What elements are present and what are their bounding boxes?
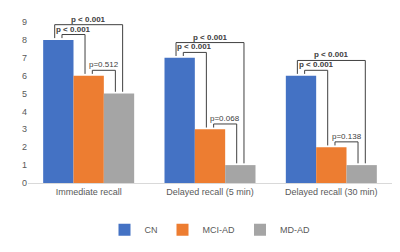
svg-text:p < 0.001: p < 0.001 — [314, 50, 349, 59]
svg-text:p < 0.001: p < 0.001 — [193, 33, 228, 42]
svg-text:p < 0.001: p < 0.001 — [177, 42, 212, 51]
svg-text:5: 5 — [22, 89, 27, 99]
svg-text:0: 0 — [22, 178, 27, 188]
svg-text:1: 1 — [22, 160, 27, 170]
svg-text:2: 2 — [22, 142, 27, 152]
svg-text:p=0.512: p=0.512 — [89, 60, 119, 69]
svg-text:p < 0.001: p < 0.001 — [71, 15, 106, 24]
svg-text:p < 0.001: p < 0.001 — [299, 60, 334, 69]
svg-text:6: 6 — [22, 71, 27, 81]
svg-text:Immediate recall: Immediate recall — [56, 187, 122, 197]
svg-text:p=0.138: p=0.138 — [332, 132, 362, 141]
svg-text:p=0.068: p=0.068 — [210, 114, 240, 123]
svg-text:Delayed recall (30 min): Delayed recall (30 min) — [285, 187, 378, 197]
svg-text:8: 8 — [22, 35, 27, 45]
svg-text:3: 3 — [22, 124, 27, 134]
svg-text:7: 7 — [22, 53, 27, 63]
svg-text:p < 0.001: p < 0.001 — [56, 25, 91, 34]
svg-text:MD-AD: MD-AD — [280, 225, 310, 235]
svg-text:Delayed recall (5 min): Delayed recall (5 min) — [166, 187, 254, 197]
svg-text:CN: CN — [145, 225, 158, 235]
svg-text:4: 4 — [22, 107, 27, 117]
svg-text:MCI-AD: MCI-AD — [203, 225, 235, 235]
svg-text:9: 9 — [22, 17, 27, 27]
